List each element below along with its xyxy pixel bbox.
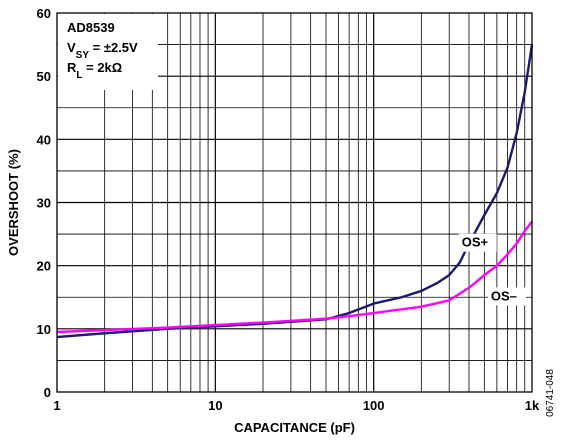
- y-tick-label: 60: [37, 6, 51, 21]
- series-label: OS–: [491, 288, 517, 303]
- y-tick-label: 10: [37, 322, 51, 337]
- y-axis-title: OVERSHOOT (%): [6, 149, 21, 256]
- series-label-background: [487, 287, 526, 306]
- x-tick-label: 1k: [525, 398, 540, 413]
- series-labels: OS+ OS–: [458, 233, 526, 306]
- annotation-background: [58, 14, 158, 90]
- figure-id: 06741-048: [545, 369, 556, 417]
- series-label: OS+: [462, 235, 489, 250]
- x-tick-label: 10: [208, 398, 222, 413]
- tick-labels: 1 10 100 1k 0 10 20 30 40 50 60: [37, 6, 540, 413]
- y-tick-label: 20: [37, 259, 51, 274]
- annotation-line: AD8539: [67, 20, 115, 35]
- series-line-os-minus: [56, 220, 533, 334]
- x-tick-label: 100: [363, 398, 385, 413]
- gridlines: [57, 13, 532, 392]
- y-tick-label: 50: [37, 69, 51, 84]
- y-tick-label: 0: [44, 385, 51, 400]
- y-tick-label: 40: [37, 132, 51, 147]
- x-axis-title: CAPACITANCE (pF): [234, 420, 355, 435]
- plot-frame: [56, 12, 533, 393]
- series-layer: [56, 44, 534, 339]
- x-tick-label: 1: [53, 398, 60, 413]
- series-label-background: [458, 233, 497, 252]
- y-tick-label: 30: [37, 196, 51, 211]
- series-line-os-plus: [56, 44, 534, 339]
